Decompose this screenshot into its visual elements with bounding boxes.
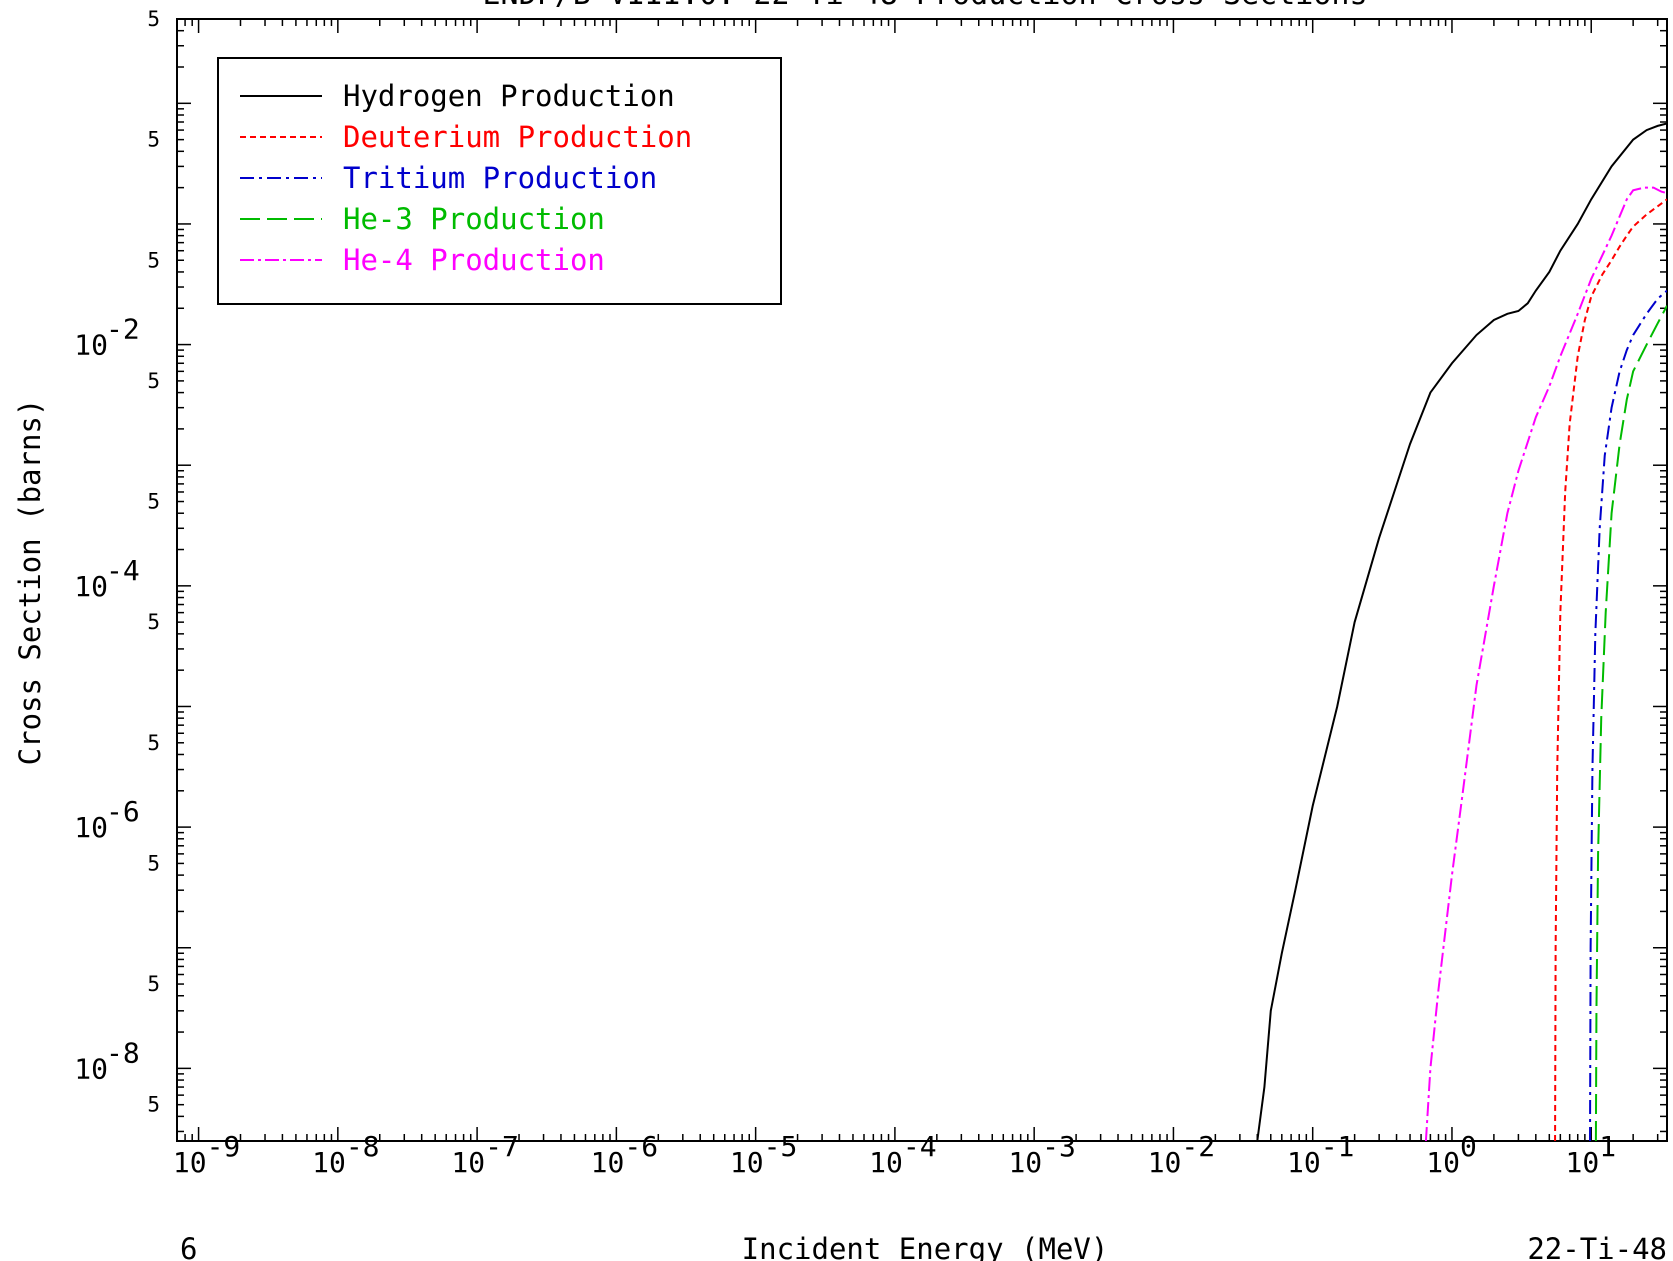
x-tick-exp: -9 — [207, 1130, 241, 1163]
x-tick-label: 10 -7 — [451, 1130, 518, 1179]
series-line-5 — [1424, 186, 1667, 1141]
y-minor-label: 5 — [147, 1093, 160, 1117]
frame-layer — [176, 18, 1668, 1142]
y-minor-label: 5 — [147, 248, 160, 272]
legend-label-4: He-3 Production — [343, 202, 605, 236]
y-tick-base: 10 — [74, 570, 108, 603]
x-tick-base: 10 — [173, 1146, 207, 1179]
legend-label-3: Tritium Production — [343, 161, 657, 195]
x-tick-label: 10 -5 — [730, 1130, 797, 1179]
x-tick-base: 10 — [312, 1146, 346, 1179]
legend-label-2: Deuterium Production — [343, 120, 692, 154]
series-line-1 — [1256, 122, 1667, 1141]
ticks-layer: 10 -9 10 -8 10 -7 10 -6 10 -5 10 -4 10 -3 10 -2 10 -1 10 0 1… — [74, 7, 1667, 1179]
legend-box — [217, 57, 782, 305]
y-tick-exp: -2 — [106, 313, 140, 346]
footer-right: 22-Ti-48 — [1527, 1232, 1667, 1261]
legend-label-1: Hydrogen Production — [343, 79, 675, 113]
x-tick-base: 10 — [1287, 1146, 1321, 1179]
y-minor-label: 5 — [147, 610, 160, 634]
x-tick-exp: -5 — [764, 1130, 798, 1163]
y-tick-exp: -8 — [106, 1036, 140, 1069]
labels-layer: Incident Energy (MeV) Cross Section (bar… — [13, 399, 1667, 1261]
y-minor-label: 5 — [147, 490, 160, 514]
x-tick-base: 10 — [1566, 1146, 1600, 1179]
y-tick-base: 10 — [74, 329, 108, 362]
y-minor-label: 5 — [147, 972, 160, 996]
series-line-3 — [1589, 289, 1667, 1141]
y-tick-label: 10-8 — [74, 1036, 139, 1085]
x-tick-exp: -4 — [903, 1130, 937, 1163]
x-tick-base: 10 — [451, 1146, 485, 1179]
x-tick-label: 10 -4 — [869, 1130, 936, 1179]
x-tick-label: 10 -3 — [1008, 1130, 1075, 1179]
x-tick-label: 10 -6 — [591, 1130, 658, 1179]
x-tick-base: 10 — [591, 1146, 625, 1179]
x-tick-base: 10 — [1008, 1146, 1042, 1179]
x-tick-label: 10 -2 — [1148, 1130, 1215, 1179]
y-tick-label: 10-4 — [74, 554, 139, 603]
x-tick-label: 10 1 — [1566, 1130, 1617, 1179]
x-tick-label: 10 -1 — [1287, 1130, 1354, 1179]
y-minor-label: 5 — [147, 851, 160, 875]
x-axis-label: Incident Energy (MeV) — [742, 1232, 1109, 1261]
x-tick-exp: -2 — [1181, 1130, 1215, 1163]
x-tick-exp: 1 — [1599, 1130, 1616, 1163]
x-tick-exp: -3 — [1042, 1130, 1076, 1163]
series-line-2 — [1554, 198, 1667, 1141]
y-tick-label: 10-2 — [74, 313, 139, 362]
x-tick-exp: 0 — [1460, 1130, 1477, 1163]
x-tick-exp: -7 — [485, 1130, 519, 1163]
y-tick-base: 10 — [74, 811, 108, 844]
legend-label-5: He-4 Production — [343, 243, 605, 277]
legend: Hydrogen Production Deuterium Production T… — [217, 57, 782, 305]
y-tick-label: 10-6 — [74, 795, 139, 844]
y-minor-label: 5 — [147, 731, 160, 755]
y-minor-label: 5 — [147, 7, 160, 31]
title-layer: ENDF/B-VIII.0: 22-Ti-48 Production Cross… — [482, 0, 1367, 12]
plot-frame — [176, 18, 1668, 1142]
x-tick-label: 10 -9 — [173, 1130, 240, 1179]
y-tick-exp: -6 — [106, 795, 140, 828]
series-line-4 — [1594, 305, 1667, 1141]
y-axis-label: Cross Section (barns) — [13, 399, 47, 766]
y-tick-exp: -4 — [106, 554, 140, 587]
footer-left: 6 — [180, 1232, 197, 1261]
x-tick-exp: -8 — [346, 1130, 380, 1163]
x-tick-exp: -1 — [1321, 1130, 1355, 1163]
y-minor-label: 5 — [147, 369, 160, 393]
curves-layer — [1256, 122, 1667, 1141]
x-tick-base: 10 — [1148, 1146, 1182, 1179]
x-tick-base: 10 — [730, 1146, 764, 1179]
chart-title: ENDF/B-VIII.0: 22-Ti-48 Production Cross… — [482, 0, 1367, 12]
y-minor-label: 5 — [147, 128, 160, 152]
x-tick-base: 10 — [1426, 1146, 1460, 1179]
x-tick-exp: -6 — [624, 1130, 658, 1163]
x-tick-label: 10 -8 — [312, 1130, 379, 1179]
x-tick-label: 10 0 — [1426, 1130, 1477, 1179]
x-tick-base: 10 — [869, 1146, 903, 1179]
y-tick-base: 10 — [74, 1052, 108, 1085]
